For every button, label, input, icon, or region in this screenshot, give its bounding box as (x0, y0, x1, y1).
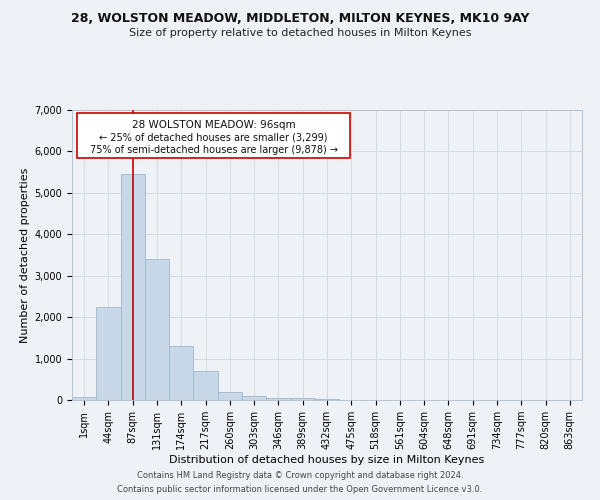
Text: Contains public sector information licensed under the Open Government Licence v3: Contains public sector information licen… (118, 485, 482, 494)
Bar (242, 396, 266, 400)
Bar (290, 398, 315, 400)
Bar (193, 371, 218, 400)
Text: 28, WOLSTON MEADOW, MIDDLETON, MILTON KEYNES, MK10 9AY: 28, WOLSTON MEADOW, MIDDLETON, MILTON KE… (71, 12, 529, 26)
Bar (121, 174, 145, 400)
Text: ← 25% of detached houses are smaller (3,299): ← 25% of detached houses are smaller (3,… (99, 132, 328, 142)
Bar (145, 259, 169, 400)
X-axis label: Distribution of detached houses by size in Milton Keynes: Distribution of detached houses by size … (169, 455, 485, 465)
Y-axis label: Number of detached properties: Number of detached properties (20, 168, 31, 342)
Bar (315, 399, 339, 400)
Bar (266, 398, 290, 400)
Bar (169, 346, 193, 400)
Text: 28 WOLSTON MEADOW: 96sqm: 28 WOLSTON MEADOW: 96sqm (132, 120, 295, 130)
Bar (96, 307, 121, 400)
Bar (72, 397, 96, 400)
Text: Contains HM Land Registry data © Crown copyright and database right 2024.: Contains HM Land Registry data © Crown c… (137, 471, 463, 480)
Bar (218, 392, 242, 400)
FancyBboxPatch shape (77, 113, 350, 158)
Text: 75% of semi-detached houses are larger (9,878) →: 75% of semi-detached houses are larger (… (89, 145, 338, 155)
Text: Size of property relative to detached houses in Milton Keynes: Size of property relative to detached ho… (129, 28, 471, 38)
